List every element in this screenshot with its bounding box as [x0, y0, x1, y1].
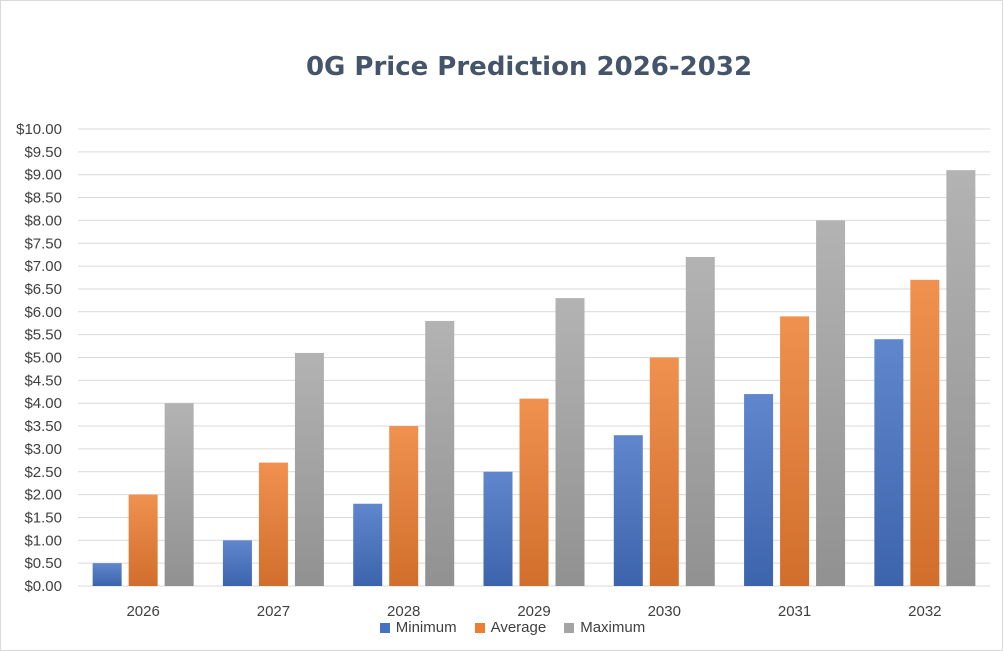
legend-swatch	[379, 622, 390, 633]
x-axis-ticks: 2026 2027 2028 2029 2030 2031 2032	[126, 603, 941, 620]
y-axis-ticks: $0.00 $0.50 $1.00 $1.50 $2.00 $2.50 $3.00 $3.50…	[16, 121, 62, 595]
x-tick-label: 2028	[387, 603, 420, 620]
legend-item-maximum: Maximum	[564, 619, 645, 636]
legend-label: Average	[490, 619, 547, 636]
y-tick-label: $2.50	[24, 464, 62, 481]
bar-minimum-2029	[483, 471, 513, 586]
legend-swatch	[564, 622, 575, 633]
y-tick-label: $5.00	[24, 350, 62, 367]
bar-average-2028	[389, 426, 419, 586]
y-tick-label: $6.00	[24, 304, 62, 321]
bar-average-2026	[128, 494, 158, 586]
legend-label: Maximum	[580, 619, 646, 636]
bar-minimum-2032	[874, 339, 904, 586]
y-tick-label: $1.00	[24, 532, 62, 549]
x-tick-label: 2032	[908, 603, 941, 620]
bar-average-2032	[910, 279, 940, 586]
y-tick-label: $2.00	[24, 487, 62, 504]
y-tick-label: $3.50	[24, 418, 62, 435]
x-tick-label: 2031	[778, 603, 811, 620]
bar-average-2027	[258, 462, 288, 586]
bar-minimum-2030	[613, 435, 643, 586]
y-tick-label: $7.50	[24, 235, 62, 252]
bar-maximum-2028	[425, 320, 455, 586]
y-tick-label: $6.50	[24, 281, 62, 298]
y-tick-label: $0.50	[24, 555, 62, 572]
y-tick-label: $9.00	[24, 167, 62, 184]
y-tick-label: $8.00	[24, 212, 62, 229]
y-tick-label: $0.00	[24, 578, 62, 595]
legend-item-minimum: Minimum	[379, 619, 457, 636]
y-tick-label: $5.50	[24, 327, 62, 344]
x-tick-label: 2027	[257, 603, 290, 620]
bar-maximum-2026	[164, 403, 194, 586]
bar-maximum-2032	[946, 170, 976, 586]
y-tick-label: $4.50	[24, 372, 62, 389]
bar-maximum-2027	[294, 352, 324, 586]
chart-title: 0G Price Prediction 2026-2032	[305, 52, 753, 82]
bars	[92, 170, 976, 586]
legend-swatch	[474, 622, 485, 633]
y-tick-label: $7.00	[24, 258, 62, 275]
y-tick-label: $10.00	[16, 121, 62, 138]
bar-minimum-2027	[222, 540, 252, 586]
bar-average-2031	[780, 316, 810, 586]
legend-label: Minimum	[395, 619, 457, 636]
bar-maximum-2030	[685, 256, 715, 586]
y-tick-label: $3.00	[24, 441, 62, 458]
legend-item-average: Average	[474, 619, 547, 636]
bar-minimum-2028	[353, 503, 383, 586]
bar-average-2030	[649, 357, 679, 586]
bar-minimum-2031	[744, 394, 774, 586]
bar-maximum-2031	[816, 220, 846, 586]
legend: Minimum Average Maximum	[0, 619, 1003, 636]
x-tick-label: 2030	[648, 603, 681, 620]
bar-minimum-2026	[92, 563, 122, 586]
x-tick-label: 2026	[126, 603, 159, 620]
bar-average-2029	[519, 398, 549, 586]
y-tick-label: $9.50	[24, 144, 62, 161]
y-tick-label: $1.50	[24, 509, 62, 526]
y-tick-label: $4.00	[24, 395, 62, 412]
x-tick-label: 2029	[517, 603, 550, 620]
y-tick-label: $8.50	[24, 190, 62, 207]
bar-maximum-2029	[555, 298, 585, 586]
